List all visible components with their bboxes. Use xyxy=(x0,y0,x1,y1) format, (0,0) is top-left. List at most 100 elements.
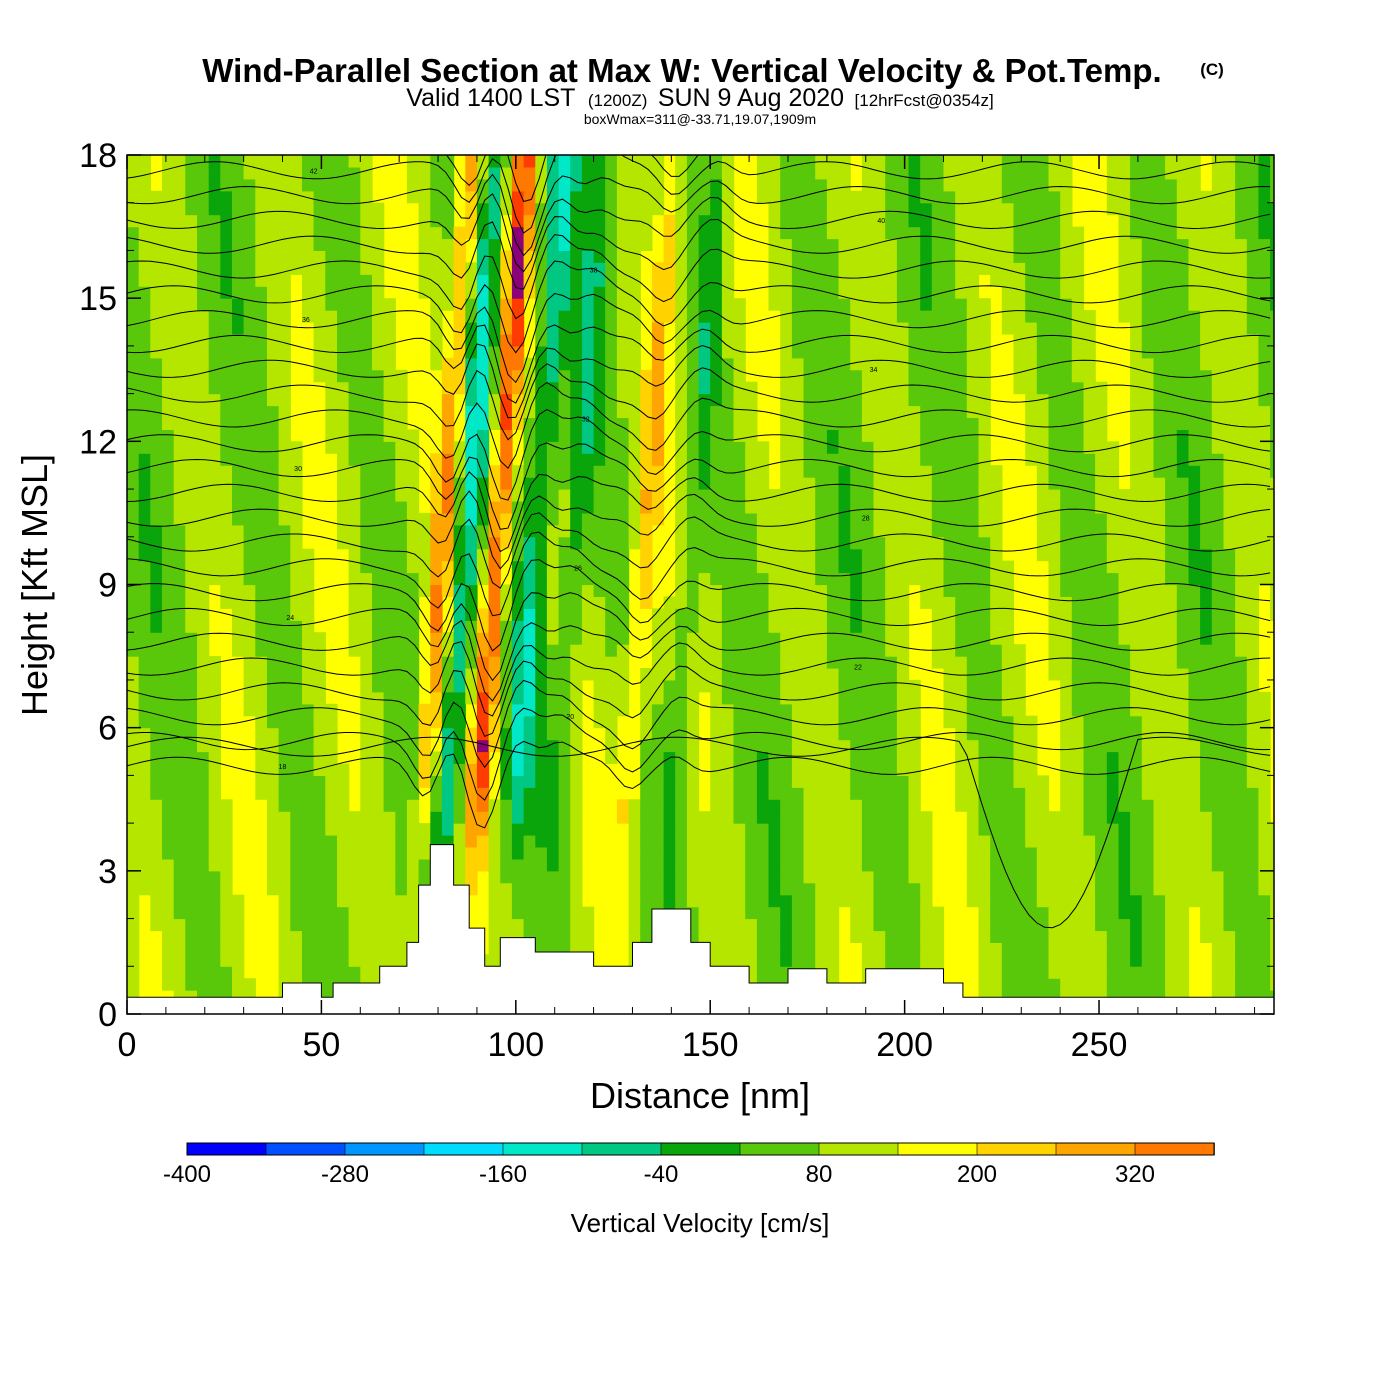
w-cell xyxy=(978,322,991,335)
w-cell xyxy=(173,334,186,347)
w-cell xyxy=(640,155,653,168)
w-cell xyxy=(197,429,210,442)
w-cell xyxy=(150,214,163,228)
w-cell xyxy=(185,489,198,502)
w-cell xyxy=(162,357,175,371)
w-cell xyxy=(138,393,151,407)
w-cell xyxy=(325,894,338,908)
w-cell xyxy=(803,501,816,514)
w-cell xyxy=(686,775,700,788)
w-cell xyxy=(616,656,630,669)
w-cell xyxy=(558,310,571,323)
w-cell xyxy=(1060,584,1073,597)
w-cell xyxy=(651,166,665,180)
w-cell xyxy=(826,512,840,526)
w-cell xyxy=(943,322,956,335)
w-cell xyxy=(966,381,980,395)
w-cell xyxy=(546,787,560,800)
w-cell xyxy=(756,739,770,753)
w-cell xyxy=(978,572,991,586)
w-cell xyxy=(441,226,455,240)
w-cell xyxy=(920,811,933,824)
w-cell xyxy=(931,465,945,478)
w-cell xyxy=(185,608,198,621)
w-cell xyxy=(733,870,746,884)
w-cell xyxy=(990,799,1003,812)
w-cell xyxy=(150,262,163,275)
w-cell xyxy=(255,393,268,407)
w-cell xyxy=(546,322,560,335)
w-cell xyxy=(395,369,408,383)
w-cell xyxy=(558,501,571,514)
w-cell xyxy=(698,202,711,216)
w-cell xyxy=(850,644,863,657)
w-cell xyxy=(756,524,770,538)
w-cell xyxy=(698,524,711,538)
w-cell xyxy=(313,679,326,693)
w-cell xyxy=(1013,715,1026,729)
w-cell xyxy=(546,262,560,275)
w-cell xyxy=(896,727,910,741)
w-cell xyxy=(535,620,548,633)
w-cell xyxy=(908,799,921,812)
w-cell xyxy=(791,178,805,192)
w-cell xyxy=(150,882,163,896)
w-cell xyxy=(1013,906,1026,920)
w-cell xyxy=(325,178,338,192)
w-cell xyxy=(430,310,443,323)
w-cell xyxy=(581,310,595,323)
w-cell xyxy=(710,298,723,311)
w-cell xyxy=(138,417,151,430)
w-cell xyxy=(978,214,991,228)
w-cell xyxy=(838,226,851,240)
w-cell xyxy=(815,620,828,633)
w-cell xyxy=(523,548,536,562)
w-cell xyxy=(127,381,140,395)
w-cell xyxy=(185,429,198,442)
w-cell xyxy=(850,632,863,645)
w-cell xyxy=(955,381,968,395)
w-cell xyxy=(686,679,700,693)
w-cell xyxy=(173,823,186,836)
w-cell xyxy=(197,954,210,967)
w-cell xyxy=(197,465,210,478)
w-cell xyxy=(791,584,805,597)
w-cell xyxy=(127,930,140,943)
w-cell xyxy=(850,512,863,526)
w-cell xyxy=(185,226,198,240)
w-cell xyxy=(710,417,723,430)
w-cell xyxy=(861,596,875,609)
w-cell xyxy=(896,930,910,943)
w-cell xyxy=(558,357,571,371)
w-cell xyxy=(1036,524,1050,538)
w-cell xyxy=(255,715,268,729)
w-cell xyxy=(815,250,828,263)
w-cell xyxy=(1025,417,1038,430)
w-cell xyxy=(1013,835,1026,848)
w-cell xyxy=(1001,560,1015,574)
w-cell xyxy=(208,226,221,240)
w-cell xyxy=(290,596,303,609)
w-cell xyxy=(861,202,875,216)
w-cell xyxy=(640,930,653,943)
w-cell xyxy=(1060,644,1073,657)
w-cell xyxy=(826,572,840,586)
w-cell xyxy=(220,202,233,216)
w-cell xyxy=(803,847,816,860)
w-cell xyxy=(698,405,711,418)
w-cell xyxy=(1060,620,1073,633)
w-cell xyxy=(920,596,933,609)
w-cell xyxy=(780,310,793,323)
w-cell xyxy=(815,357,828,371)
w-cell xyxy=(815,334,828,347)
w-cell xyxy=(150,823,163,836)
w-cell xyxy=(733,858,746,872)
w-cell xyxy=(162,441,175,454)
w-cell xyxy=(138,166,151,180)
w-cell xyxy=(780,250,793,263)
w-cell xyxy=(675,238,688,251)
w-cell xyxy=(838,286,851,299)
w-cell xyxy=(430,155,443,168)
w-cell xyxy=(337,453,350,466)
w-cell xyxy=(780,703,793,717)
